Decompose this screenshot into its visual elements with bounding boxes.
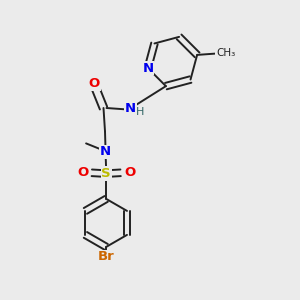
Text: O: O (77, 166, 88, 179)
Text: N: N (125, 101, 136, 115)
Text: CH₃: CH₃ (216, 48, 235, 58)
Text: O: O (124, 166, 135, 179)
Text: S: S (101, 167, 111, 180)
Text: H: H (136, 107, 144, 117)
Text: Br: Br (98, 250, 115, 263)
Text: N: N (142, 61, 153, 75)
Text: O: O (89, 77, 100, 90)
Text: N: N (100, 145, 111, 158)
